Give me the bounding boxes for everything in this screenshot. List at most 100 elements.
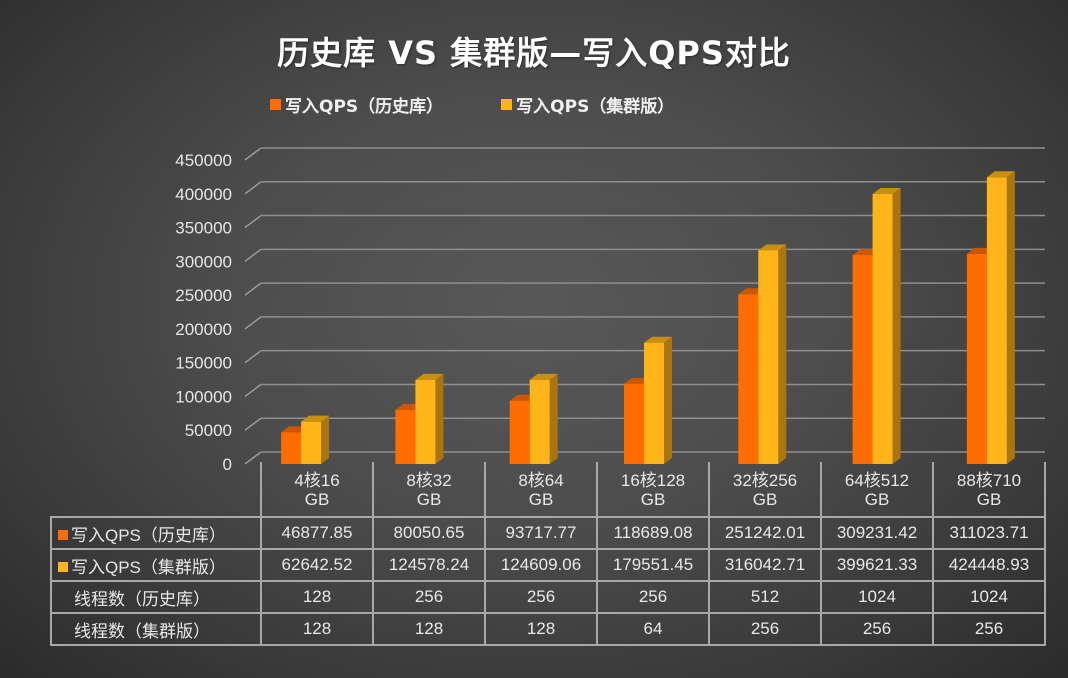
table-cell: 128 xyxy=(484,612,598,646)
category-label: 32核256 GB xyxy=(708,462,822,518)
gridline-diagonal xyxy=(244,350,262,364)
table-cell: 118689.08 xyxy=(596,516,710,550)
category-label: 88核710 GB xyxy=(932,462,1046,518)
bar-front xyxy=(966,253,987,464)
table-swatch-history xyxy=(58,529,68,540)
table-cell: 128 xyxy=(372,612,486,646)
gridline-diagonal xyxy=(244,282,262,296)
data-table: 4核16 GB 8核32 GB 8核64 GB 16核128 GB 32核256 GB 64核512… xyxy=(50,462,1046,646)
bar xyxy=(758,244,787,464)
table-cell: 80050.65 xyxy=(372,516,486,550)
table-cell: 46877.85 xyxy=(260,516,374,550)
bar-front xyxy=(872,194,893,465)
bar-side xyxy=(892,188,901,465)
row-header-threads-history: 线程数（历史库） xyxy=(50,580,262,614)
bar xyxy=(529,373,558,464)
table-cell: 251242.01 xyxy=(708,516,822,550)
table-cell: 124609.06 xyxy=(484,548,598,582)
bar-front xyxy=(395,409,416,464)
bar-top xyxy=(415,373,444,380)
category-label: 8核64 GB xyxy=(484,462,598,518)
gridline-diagonal xyxy=(244,147,262,161)
legend-label-cluster: 写入QPS（集群版） xyxy=(516,97,675,117)
table-cell: 256 xyxy=(372,580,486,614)
category-label: 16核128 GB xyxy=(596,462,710,518)
bar-front xyxy=(644,342,664,464)
table-cell: 256 xyxy=(596,580,710,614)
table-row-series-history: 写入QPS（历史库） 46877.85 80050.65 93717.77 11868… xyxy=(50,516,1046,550)
table-cell: 316042.71 xyxy=(708,548,822,582)
table-cell: 256 xyxy=(484,580,598,614)
table-cell: 256 xyxy=(820,612,934,646)
legend-swatch-history xyxy=(270,99,281,110)
table-cell: 128 xyxy=(260,612,374,646)
bar-front xyxy=(986,177,1007,464)
table-cell: 64 xyxy=(596,612,710,646)
bar-top xyxy=(301,415,330,422)
y-tick-label: 200000 xyxy=(175,320,232,339)
table-corner xyxy=(51,462,261,517)
category-label: 64核512 GB xyxy=(820,462,934,518)
gridline-diagonal xyxy=(244,316,262,330)
table-cell: 128 xyxy=(260,580,374,614)
y-tick-label: 100000 xyxy=(175,387,232,406)
gridline-diagonal xyxy=(244,383,262,398)
bar-top xyxy=(529,373,558,380)
bar-side xyxy=(664,336,672,464)
table-cell: 256 xyxy=(708,612,822,646)
table-cell: 179551.45 xyxy=(596,548,710,582)
legend: 写入QPS（历史库） 写入QPS（集群版） xyxy=(270,92,674,117)
table-row-series-cluster: 写入QPS（集群版） 62642.52 124578.24 124609.06 179… xyxy=(50,548,1046,582)
row-header-history: 写入QPS（历史库） xyxy=(50,516,262,550)
legend-item-cluster[interactable]: 写入QPS（集群版） xyxy=(501,92,674,117)
bar-front xyxy=(852,255,873,464)
bar-front xyxy=(509,400,530,464)
category-row: 4核16 GB 8核32 GB 8核64 GB 16核128 GB 32核256 GB 64核512… xyxy=(51,462,1046,518)
table-cell: 1024 xyxy=(932,580,1046,614)
bar-side xyxy=(321,415,330,464)
bar-front xyxy=(301,421,322,464)
y-tick-label: 0 xyxy=(223,455,232,474)
bar-side xyxy=(549,373,558,464)
bar xyxy=(986,171,1015,464)
bar-top xyxy=(986,171,1015,178)
y-tick-label: 250000 xyxy=(175,286,232,305)
bars xyxy=(281,171,1015,465)
table-row-threads-history: 线程数（历史库） 128 256 256 256 512 1024 1024 xyxy=(50,580,1046,614)
table-cell: 399621.33 xyxy=(820,548,934,582)
bar xyxy=(872,188,901,465)
row-header-threads-cluster: 线程数（集群版） xyxy=(50,612,262,646)
legend-item-history[interactable]: 写入QPS（历史库） xyxy=(270,92,443,117)
table-cell: 1024 xyxy=(820,580,934,614)
table-cell: 124578.24 xyxy=(372,548,486,582)
y-axis-ticks: 0 50000 100000 150000 200000 250000 300000 3500… xyxy=(175,151,232,474)
bar-front xyxy=(281,432,302,464)
bar-side xyxy=(435,373,444,464)
category-label: 4核16 GB xyxy=(260,462,374,518)
table-cell: 512 xyxy=(708,580,822,614)
table-cell: 93717.77 xyxy=(484,516,598,550)
bar-front xyxy=(758,250,779,464)
category-label: 8核32 GB xyxy=(372,462,486,518)
bar-front xyxy=(738,294,759,464)
y-tick-label: 150000 xyxy=(175,354,232,373)
y-tick-label: 300000 xyxy=(175,252,232,271)
gridline-diagonal xyxy=(244,248,262,262)
table-cell: 62642.52 xyxy=(260,548,374,582)
table-cell: 311023.71 xyxy=(932,516,1046,550)
gridline-diagonal xyxy=(244,181,262,195)
bar-front xyxy=(624,383,644,464)
y-tick-label: 350000 xyxy=(175,219,232,238)
bar-front xyxy=(529,379,550,464)
bar-side xyxy=(778,244,787,464)
bar-top xyxy=(758,244,787,251)
table-row-threads-cluster: 线程数（集群版） 128 128 128 64 256 256 256 xyxy=(50,612,1046,646)
bar-top xyxy=(872,188,901,195)
gridline-diagonal xyxy=(244,451,262,465)
y-tick-label: 50000 xyxy=(185,421,232,440)
table-cell: 309231.42 xyxy=(820,516,934,550)
bar xyxy=(415,373,444,464)
legend-label-history: 写入QPS（历史库） xyxy=(285,97,444,117)
y-tick-label: 400000 xyxy=(175,185,232,204)
bar-front xyxy=(415,379,436,464)
